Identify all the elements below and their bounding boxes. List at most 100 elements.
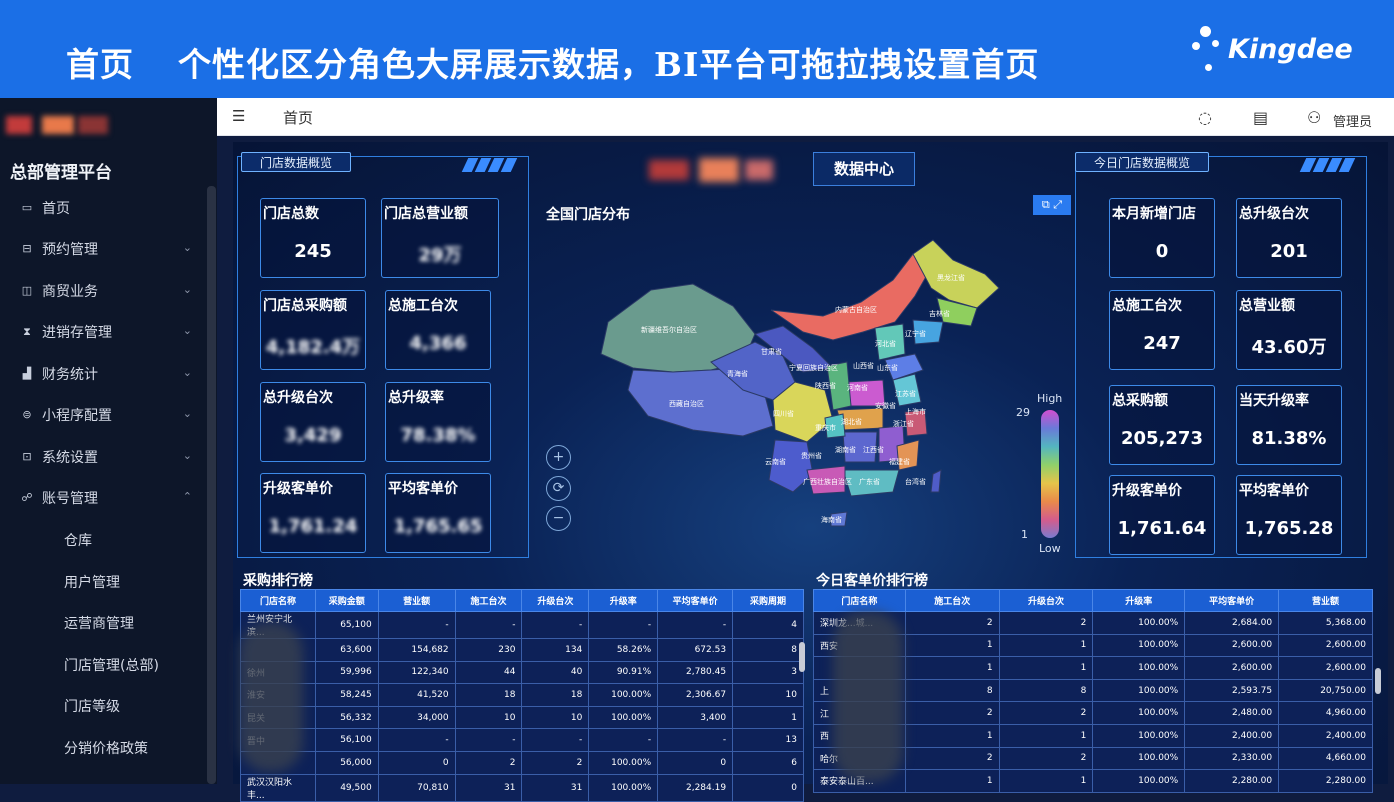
column-header[interactable]: 营业额 — [377, 589, 456, 612]
big-screen-dashboard: 门店数据概览 门店总数 245 门店总营业额 29万 门店总采购额 4,182.4万 … — [233, 142, 1388, 802]
province-label: 广东省 — [859, 477, 880, 486]
table-header-row: 门店名称 施工台次 升级台次 升级率 平均客单价 营业额 — [813, 589, 1373, 612]
table-row[interactable]: 56,000 0 2 2 100.00% 0 6 — [240, 750, 804, 775]
sidebar-scrollbar[interactable] — [207, 186, 216, 784]
document-icon[interactable]: ▤ — [1253, 108, 1269, 127]
card-label: 门店总营业额 — [384, 206, 468, 222]
column-header[interactable]: 升级率 — [1092, 589, 1186, 612]
table-cell: 13 — [732, 728, 804, 752]
current-user[interactable]: 管理员 — [1333, 115, 1373, 130]
table-row[interactable]: 泰安泰山百... 1 1 100.00% 2,280.00 2,280.00 — [813, 769, 1373, 793]
menu-toggle-icon[interactable]: ☰ — [232, 107, 246, 125]
column-header[interactable]: 平均客单价 — [657, 589, 734, 612]
table-cell: 5,368.00 — [1278, 611, 1373, 635]
region-hunan — [842, 431, 878, 463]
submenu-item-warehouse[interactable]: 仓库 — [64, 533, 92, 549]
sidebar-item-label: 系统设置 — [42, 450, 98, 466]
table-cell: - — [521, 728, 590, 752]
fullscreen-icon[interactable]: ⤢ — [1053, 198, 1063, 211]
province-label: 宁夏回族自治区 — [789, 363, 838, 372]
legend-high-label: High — [1037, 392, 1063, 405]
table-row[interactable]: 63,600 154,682 230 134 58.26% 672.53 8 — [240, 638, 804, 662]
card-value: 3,429 — [284, 425, 342, 446]
card-today-upgrade-rate: 当天升级率 81.38% — [1236, 385, 1342, 465]
table-cell: 0 — [657, 750, 734, 775]
sidebar-item-label: 预约管理 — [42, 242, 98, 258]
chevron-down-icon: ⌄ — [182, 324, 192, 337]
table-cell: 2,400.00 — [1184, 723, 1280, 748]
sidebar-item-finance[interactable]: ▟ 财务统计 ⌄ — [0, 356, 208, 392]
blurred-person-overlay — [833, 612, 903, 782]
color-legend-bar[interactable] — [1041, 410, 1059, 538]
breadcrumb[interactable]: 首页 — [283, 109, 314, 127]
province-label: 山西省 — [853, 361, 874, 370]
table-cell: 230 — [454, 638, 523, 662]
table-cell: 3,400 — [657, 705, 734, 730]
sidebar-item-home[interactable]: ▭ 首页 — [0, 190, 208, 226]
column-header[interactable]: 采购周期 — [732, 589, 804, 612]
column-header[interactable]: 平均客单价 — [1184, 589, 1280, 612]
column-header[interactable]: 门店名称 — [813, 589, 906, 612]
sidebar-item-appointment[interactable]: ⊟ 预约管理 ⌄ — [0, 231, 208, 267]
kingdee-logo: Kingdee — [1190, 24, 1360, 78]
column-header[interactable]: 施工台次 — [904, 589, 1000, 612]
table-cell: 2,480.00 — [1184, 701, 1280, 725]
column-header[interactable]: 升级台次 — [521, 589, 590, 612]
card-label: 本月新增门店 — [1112, 206, 1196, 222]
submenu-item-stores[interactable]: 门店管理(总部) — [64, 658, 159, 674]
card-today-construction: 总施工台次 247 — [1109, 290, 1215, 370]
sidebar-item-miniapp[interactable]: ⊜ 小程序配置 ⌄ — [0, 397, 208, 433]
column-header[interactable]: 营业额 — [1278, 589, 1373, 612]
submenu-item-store-level[interactable]: 门店等级 — [64, 699, 120, 715]
map-tools[interactable]: ⧉ ⤢ — [1033, 195, 1071, 215]
card-total-upgrades: 总升级台次 3,429 — [260, 382, 366, 462]
card-value: 201 — [1270, 241, 1308, 262]
table-row[interactable]: 兰州安宁北滨...65,100-----4 — [240, 611, 804, 639]
sidebar-item-inventory[interactable]: ⧗ 进销存管理 ⌄ — [0, 314, 208, 350]
card-today-revenue: 总营业额 43.60万 — [1236, 290, 1342, 370]
submenu-item-operators[interactable]: 运营商管理 — [64, 616, 134, 632]
banner-slogan: 个性化区分角色大屏展示数据，BI平台可拖拉拽设置首页 — [178, 45, 1040, 84]
column-header[interactable]: 采购金额 — [314, 589, 379, 612]
price-table-scrollbar[interactable] — [1375, 668, 1381, 694]
table-cell: 41,520 — [377, 683, 456, 707]
table-cell: 1 — [904, 723, 1000, 748]
zoom-in-button[interactable]: + — [546, 445, 571, 470]
province-label: 河南省 — [847, 383, 868, 392]
sidebar: 总部管理平台 ▭ 首页 ⊟ 预约管理 ⌄ ◫ 商贸业务 ⌄ ⧗ 进销存管理 ⌄ … — [0, 98, 217, 784]
table-cell: 2,593.75 — [1184, 678, 1280, 703]
zoom-out-button[interactable]: − — [546, 506, 571, 531]
price-ranking-title: 今日客单价排行榜 — [816, 573, 928, 589]
message-icon[interactable]: ◌ — [1198, 108, 1212, 127]
chevron-down-icon: ⌄ — [182, 241, 192, 254]
table-row[interactable]: 武汉汉阳水丰... 49,500 70,810 31 31 100.00% 2,284.19… — [240, 773, 804, 802]
table-cell: 1 — [732, 705, 804, 730]
sidebar-item-label: 小程序配置 — [42, 408, 112, 424]
reset-view-button[interactable]: ⟳ — [546, 476, 571, 501]
column-header[interactable]: 门店名称 — [240, 589, 316, 612]
submenu-item-price-policy[interactable]: 分销价格政策 — [64, 741, 148, 757]
table-cell: 1 — [998, 723, 1094, 748]
submenu-item-users[interactable]: 用户管理 — [64, 575, 120, 591]
column-header[interactable]: 施工台次 — [454, 589, 523, 612]
sidebar-item-label: 财务统计 — [42, 367, 98, 383]
card-today-upgrades: 总升级台次 201 — [1236, 198, 1342, 278]
province-label: 陕西省 — [815, 381, 836, 390]
column-header[interactable]: 升级台次 — [998, 589, 1094, 612]
panel-decoration — [1299, 158, 1365, 172]
copy-icon[interactable]: ⧉ — [1041, 198, 1050, 211]
hourglass-icon: ⧗ — [23, 325, 31, 338]
right-panel-frame — [1075, 156, 1367, 558]
column-header[interactable]: 升级率 — [588, 589, 659, 612]
table-row[interactable]: 晋中56,100-----13 — [240, 728, 804, 752]
sidebar-item-trade[interactable]: ◫ 商贸业务 ⌄ — [0, 273, 208, 309]
table-cell: 2 — [998, 611, 1094, 635]
table-cell: 2 — [521, 750, 590, 775]
sidebar-item-account[interactable]: ☍ 账号管理 ⌃ — [0, 480, 208, 516]
sidebar-item-settings[interactable]: ⊡ 系统设置 ⌄ — [0, 439, 208, 475]
table-cell: 2,780.45 — [657, 660, 734, 685]
purchase-table-scrollbar[interactable] — [799, 642, 805, 672]
